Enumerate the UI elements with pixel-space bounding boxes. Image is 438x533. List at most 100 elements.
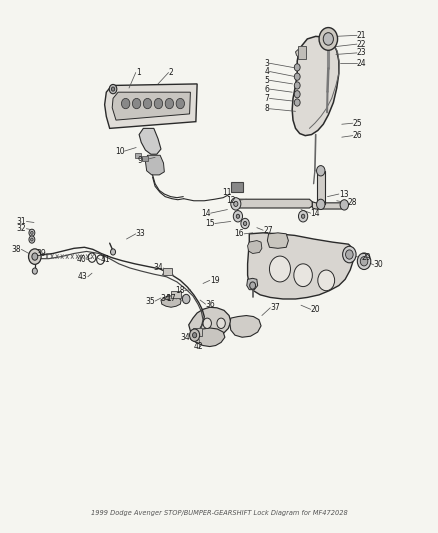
Text: 11: 11 [222, 188, 232, 197]
Text: 23: 23 [357, 49, 367, 58]
Circle shape [28, 249, 41, 264]
Polygon shape [296, 48, 307, 59]
Circle shape [301, 214, 305, 219]
Bar [317, 171, 325, 204]
Circle shape [244, 221, 247, 225]
Text: 3: 3 [265, 59, 269, 68]
Circle shape [233, 211, 243, 222]
Polygon shape [191, 328, 225, 346]
Circle shape [294, 91, 300, 98]
Circle shape [31, 231, 33, 235]
Circle shape [323, 33, 333, 45]
Text: 15: 15 [205, 219, 215, 228]
Circle shape [121, 99, 130, 109]
Text: 24: 24 [357, 59, 367, 68]
Circle shape [343, 246, 356, 263]
Circle shape [193, 333, 197, 338]
Circle shape [319, 28, 338, 50]
Circle shape [203, 318, 212, 328]
Circle shape [190, 329, 200, 342]
Circle shape [234, 201, 238, 206]
Text: 10: 10 [115, 147, 124, 156]
Text: 35: 35 [145, 296, 155, 305]
Text: 7: 7 [265, 94, 269, 103]
Circle shape [132, 99, 141, 109]
Circle shape [29, 229, 35, 237]
Text: 34: 34 [161, 295, 171, 303]
Circle shape [231, 198, 241, 210]
Polygon shape [161, 296, 181, 307]
Circle shape [32, 253, 38, 260]
Circle shape [269, 256, 290, 282]
Circle shape [236, 214, 240, 219]
Text: 39: 39 [37, 249, 46, 258]
Circle shape [31, 238, 33, 241]
Polygon shape [230, 316, 261, 337]
Text: 20: 20 [311, 305, 320, 314]
Polygon shape [247, 278, 258, 290]
Text: 18: 18 [175, 286, 184, 295]
Text: 33: 33 [136, 229, 145, 238]
Text: 2: 2 [169, 68, 173, 77]
Text: 22: 22 [357, 39, 367, 49]
Polygon shape [139, 128, 161, 154]
Text: 40: 40 [77, 255, 87, 264]
Text: 12: 12 [226, 196, 236, 205]
Text: 14: 14 [201, 208, 211, 217]
Text: 1: 1 [136, 68, 141, 77]
Bar [163, 268, 172, 275]
Circle shape [346, 250, 353, 259]
Text: 30: 30 [374, 260, 384, 269]
Text: 16: 16 [235, 229, 244, 238]
Circle shape [294, 99, 300, 106]
Bar [231, 182, 243, 192]
Text: 32: 32 [17, 224, 26, 233]
Circle shape [111, 87, 115, 91]
Text: 27: 27 [263, 226, 273, 235]
Polygon shape [112, 92, 191, 120]
Text: 28: 28 [347, 198, 357, 207]
Text: 5: 5 [265, 76, 269, 85]
Text: 34: 34 [180, 333, 191, 342]
Text: 29: 29 [362, 253, 371, 262]
Polygon shape [189, 307, 231, 340]
Text: 42: 42 [194, 342, 204, 351]
Text: 17: 17 [166, 295, 176, 303]
Circle shape [182, 294, 190, 304]
Circle shape [109, 84, 117, 94]
Circle shape [29, 236, 35, 243]
Circle shape [217, 318, 225, 328]
Circle shape [32, 268, 37, 274]
Circle shape [110, 249, 116, 255]
Circle shape [294, 264, 312, 287]
Circle shape [165, 99, 173, 109]
Polygon shape [312, 202, 344, 209]
Bar [172, 291, 181, 298]
Polygon shape [247, 233, 353, 299]
Polygon shape [267, 233, 288, 248]
Text: 34: 34 [154, 263, 163, 272]
Circle shape [357, 253, 371, 270]
Circle shape [318, 270, 335, 290]
Text: 43: 43 [78, 272, 88, 281]
Polygon shape [232, 199, 312, 208]
Text: 14: 14 [311, 208, 320, 217]
Circle shape [340, 200, 349, 210]
Bar [135, 152, 141, 158]
Circle shape [360, 256, 368, 266]
Circle shape [143, 99, 152, 109]
Text: 31: 31 [17, 217, 26, 226]
Text: 36: 36 [205, 300, 215, 309]
Circle shape [250, 282, 256, 289]
Text: 9: 9 [138, 156, 142, 165]
Text: 26: 26 [353, 131, 362, 140]
Circle shape [294, 82, 300, 89]
Circle shape [317, 166, 325, 176]
Bar [298, 46, 306, 59]
Circle shape [294, 64, 300, 71]
Text: 13: 13 [339, 190, 349, 198]
Text: 21: 21 [357, 31, 367, 40]
Bar [193, 328, 202, 336]
Text: 41: 41 [100, 255, 110, 264]
Polygon shape [247, 240, 262, 254]
